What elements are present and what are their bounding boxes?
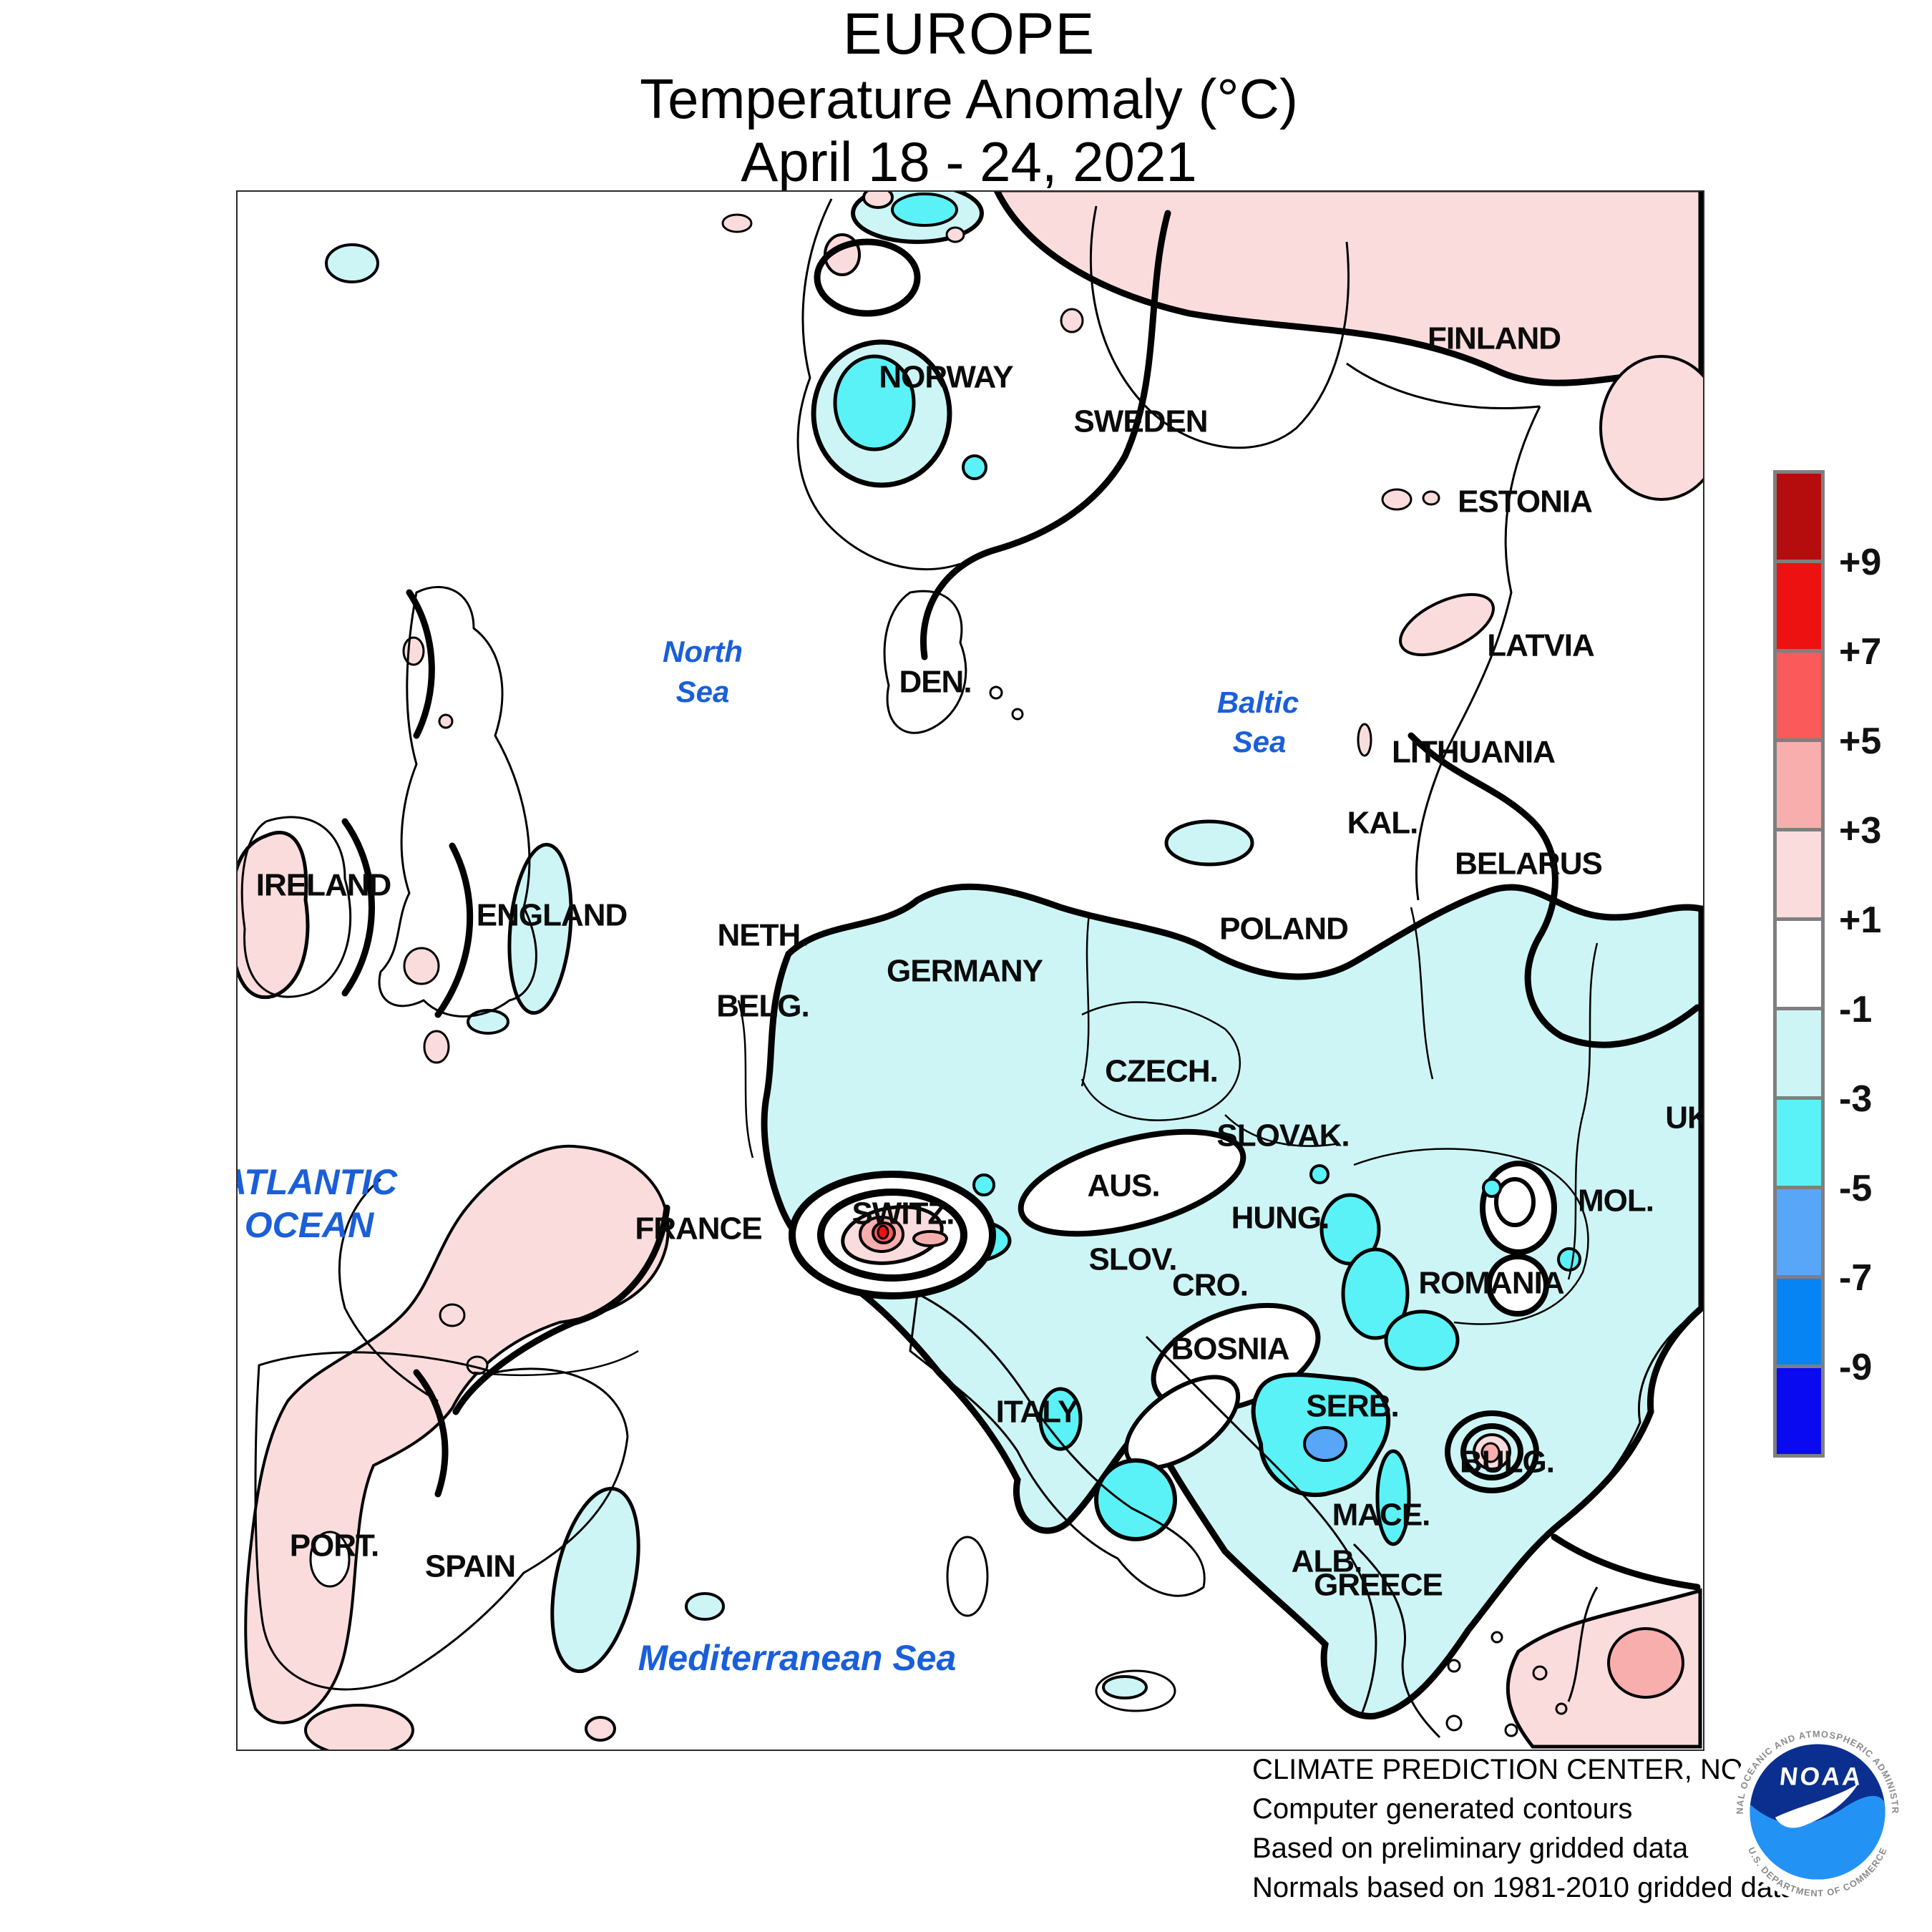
legend-swatch-8 — [1773, 1186, 1825, 1279]
credit-line-3: Based on preliminary gridded data — [1252, 1833, 1689, 1864]
label-north-sea-2: Sea — [676, 675, 730, 708]
legend-label--5: -5 — [1839, 1168, 1873, 1209]
label-bulgaria: BULG. — [1460, 1445, 1554, 1480]
coastlines — [240, 198, 1702, 1739]
title-region: EUROPE — [842, 1, 1096, 67]
label-poland: POLAND — [1219, 912, 1348, 947]
label-moldova: MOL. — [1578, 1184, 1654, 1219]
label-estonia: ESTONIA — [1458, 484, 1592, 519]
logo-noaa-text: NOAA — [1778, 1762, 1864, 1791]
label-czech: CZECH. — [1105, 1054, 1218, 1089]
label-sweden: SWEDEN — [1073, 404, 1207, 439]
label-belarus: BELARUS — [1455, 847, 1602, 882]
label-austria: AUS. — [1087, 1169, 1159, 1204]
credit-block: CLIMATE PREDICTION CENTER, NOAA Computer… — [1252, 1750, 1797, 1908]
credit-line-2: Computer generated contours — [1252, 1793, 1633, 1825]
legend-label-+5: +5 — [1839, 721, 1882, 762]
page-title: EUROPE Temperature Anomaly (°C) April 18… — [253, 1, 1684, 193]
legend-label-+9: +9 — [1839, 542, 1882, 583]
label-greece: GREECE — [1314, 1568, 1443, 1603]
europe-anomaly-map: NORWAY SWEDEN FINLAND ESTONIA LATVIA LITHUANI… — [238, 192, 1703, 1750]
legend-label-+3: +3 — [1839, 810, 1882, 852]
label-serbia: SERB. — [1306, 1389, 1398, 1424]
label-bosnia: BOSNIA — [1171, 1332, 1289, 1367]
legend-swatch-7 — [1773, 1096, 1825, 1189]
map-frame: NORWAY SWEDEN FINLAND ESTONIA LATVIA LITHUANI… — [236, 190, 1704, 1751]
label-england: ENGLAND — [477, 898, 628, 933]
anomaly-color-legend: +9 +7 +5 +3 +1 -1 -3 -5 -7 -9 — [1773, 470, 1932, 1486]
label-ireland: IRELAND — [256, 868, 391, 903]
label-macedonia: MACE. — [1332, 1498, 1430, 1533]
label-atlantic-2: OCEAN — [245, 1205, 374, 1245]
thick-contours — [341, 210, 1701, 1591]
logo-sky-sea — [1750, 1795, 1885, 1880]
label-kaliningrad: KAL. — [1347, 806, 1418, 841]
legend-swatch-9 — [1773, 1275, 1825, 1368]
legend-swatch-5 — [1773, 917, 1825, 1010]
alps-warm-bullseye — [789, 1171, 996, 1299]
country-labels: NORWAY SWEDEN FINLAND ESTONIA LATVIA LITHUANI… — [256, 321, 1703, 1603]
legend-swatch-3 — [1773, 738, 1825, 831]
label-italy: ITALY — [996, 1395, 1078, 1430]
legend-label--1: -1 — [1839, 989, 1873, 1030]
legend-label-+1: +1 — [1839, 899, 1882, 941]
title-date-range: April 18 - 24, 2021 — [741, 130, 1197, 193]
warm-anomaly-regions — [238, 192, 1703, 1750]
legend-swatch-6 — [1773, 1007, 1825, 1100]
label-albania: ALB. — [1292, 1544, 1362, 1579]
label-portugal: PORT. — [290, 1528, 379, 1563]
label-croatia: CRO. — [1172, 1268, 1248, 1303]
label-romania: ROMANIA — [1418, 1266, 1563, 1301]
legend-swatch-1 — [1773, 560, 1825, 653]
label-france: FRANCE — [635, 1211, 761, 1246]
legend-swatch-4 — [1773, 828, 1825, 921]
label-norway: NORWAY — [879, 360, 1013, 395]
legend-swatch-0 — [1773, 470, 1825, 563]
legend-label--9: -9 — [1839, 1347, 1873, 1388]
country-borders — [473, 907, 1599, 1376]
label-finland: FINLAND — [1428, 321, 1561, 356]
credit-line-1: CLIMATE PREDICTION CENTER, NOAA — [1252, 1754, 1782, 1785]
seagull-icon — [1775, 1783, 1859, 1828]
label-belgium: BELG. — [716, 989, 809, 1024]
label-hungary: HUNG. — [1231, 1201, 1330, 1236]
label-baltic-sea-1: Baltic — [1217, 686, 1299, 719]
credit-line-4: Normals based on 1981-2010 gridded data — [1252, 1872, 1797, 1903]
label-slovakia: SLOVAK. — [1216, 1118, 1349, 1153]
label-atlantic-1: ATLANTIC — [238, 1162, 398, 1202]
label-latvia: LATVIA — [1487, 628, 1594, 663]
title-variable: Temperature Anomaly (°C) — [640, 67, 1298, 130]
legend-label--3: -3 — [1839, 1078, 1873, 1120]
label-switzerland: SWITZ. — [852, 1196, 954, 1231]
label-germany: GERMANY — [887, 954, 1043, 989]
legend-swatch-2 — [1773, 649, 1825, 742]
label-lithuania: LITHUANIA — [1392, 735, 1555, 770]
label-netherlands: NETH. — [718, 918, 809, 953]
noaa-logo: NATIONAL OCEANIC AND ATMOSPHERIC ADMINIS… — [1727, 1722, 1908, 1902]
legend-swatch-10 — [1773, 1365, 1825, 1458]
legend-label-+7: +7 — [1839, 631, 1882, 673]
label-baltic-sea-2: Sea — [1233, 725, 1287, 758]
legend-label--7: -7 — [1839, 1257, 1873, 1299]
label-slovenia: SLOV. — [1089, 1242, 1177, 1277]
label-mediterranean: Mediterranean Sea — [638, 1638, 957, 1678]
label-ukraine: UK — [1665, 1101, 1703, 1136]
label-north-sea-1: North — [663, 635, 743, 668]
label-denmark: DEN. — [899, 665, 971, 700]
label-spain: SPAIN — [425, 1549, 515, 1584]
